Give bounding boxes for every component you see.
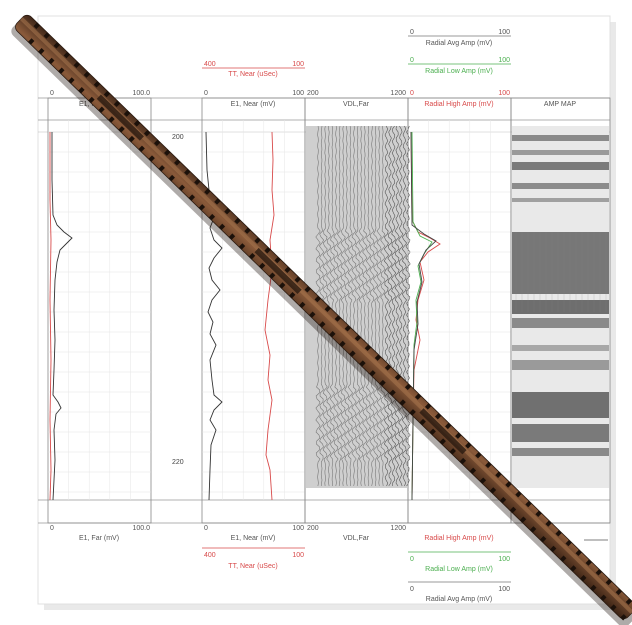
radial-low-top-max: 100: [498, 57, 510, 64]
vdl-footer: VDL,Far: [343, 535, 370, 542]
tt-near-bottom-max: 100: [292, 552, 304, 559]
e1-far-top-max: 100.0: [132, 90, 150, 97]
track-amp-map: AMP MAP: [510, 97, 611, 541]
radial-low-footer: Radial Low Amp (mV): [425, 566, 493, 573]
radial-low-bottom-min: 0: [410, 556, 414, 563]
vdl-header: VDL,Far: [343, 101, 370, 108]
amp-map-header: AMP MAP: [544, 101, 576, 108]
tool-window: [254, 247, 302, 295]
radial-high-top-max: 100: [498, 90, 510, 97]
tool-window: [96, 94, 144, 141]
e1-near-bottom-max: 100: [292, 525, 304, 532]
tt-near-header: TT, Near (uSec): [228, 71, 277, 78]
e1-near-footer: E1, Near (mV): [231, 535, 276, 542]
radial-high-curve: [410, 131, 441, 501]
vdl-top-max: 1200: [390, 90, 406, 97]
e1-far-bottom-max: 100.0: [132, 525, 150, 532]
radial-avg-footer: Radial Avg Amp (mV): [426, 596, 492, 603]
tt-near-top-max: 100: [292, 61, 304, 68]
e1-near-top-max: 100: [292, 90, 304, 97]
radial-low-header: Radial Low Amp (mV): [425, 68, 493, 75]
tt-near-top-min: 400: [204, 61, 216, 68]
radial-high-header: Radial High Amp (mV): [424, 101, 493, 108]
vdl-bottom-max: 1200: [390, 525, 406, 532]
radial-avg-bottom-max: 100: [498, 586, 510, 593]
e1-near-bottom-min: 0: [204, 525, 208, 532]
radial-avg-top-min: 0: [410, 29, 414, 36]
e1-near-top-min: 0: [204, 90, 208, 97]
radial-avg-header: Radial Avg Amp (mV): [426, 40, 492, 47]
e1-far-footer: E1, Far (mV): [79, 535, 119, 542]
radial-avg-top-max: 100: [498, 29, 510, 36]
e1-far-bottom-min: 0: [50, 525, 54, 532]
radial-avg-bottom-min: 0: [410, 586, 414, 593]
e1-far-black-curve: [51, 132, 73, 501]
tt-near-bottom-min: 400: [204, 552, 216, 559]
tt-near-footer: TT, Near (uSec): [228, 563, 277, 570]
e1-far-top-min: 0: [50, 90, 54, 97]
track-e1-far-grid: [48, 120, 151, 500]
tool-window: [419, 408, 467, 455]
e1-near-header: E1, Near (mV): [231, 101, 276, 108]
radial-high-footer: Radial High Amp (mV): [424, 535, 493, 542]
e1-far-red-curve: [49, 132, 52, 501]
radial-low-top-min: 0: [410, 57, 414, 64]
tt-near-red-curve: [264, 131, 275, 501]
radial-low-bottom-max: 100: [498, 556, 510, 563]
vdl-top-min: 200: [307, 90, 319, 97]
depth-label-220: 220: [172, 459, 184, 466]
depth-label-200: 200: [172, 134, 184, 141]
track-e1-near-grid: [202, 120, 305, 500]
amp-map-image: [512, 126, 609, 488]
e1-near-black-curve: [205, 131, 223, 501]
radial-avg-curve: [410, 131, 437, 501]
vdl-bottom-min: 200: [307, 525, 319, 532]
tool-studs: [28, 22, 632, 621]
radial-high-top-min: 0: [410, 90, 414, 97]
logging-tool: [11, 14, 632, 625]
